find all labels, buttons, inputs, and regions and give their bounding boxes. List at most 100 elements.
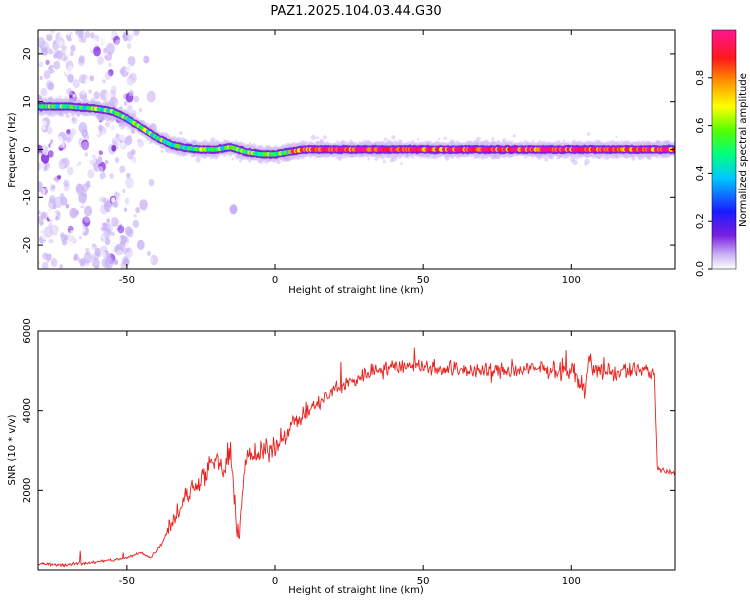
- heatmap-cell: [38, 64, 42, 71]
- heatmap-cell: [102, 211, 108, 218]
- heatmap-cell: [92, 80, 99, 90]
- heatmap-cell: [132, 219, 140, 228]
- heatmap-cell: [38, 203, 41, 210]
- heatmap-cell: [127, 103, 136, 114]
- heatmap-cell: [106, 218, 111, 224]
- heatmap-cell: [38, 96, 41, 102]
- heatmap-cell: [139, 33, 144, 40]
- y-tick-label: 6000: [22, 318, 33, 343]
- heatmap-cell: [89, 194, 96, 203]
- heatmap-blob: [229, 204, 238, 215]
- heatmap-cell: [117, 212, 122, 217]
- heatmap-cell: [89, 132, 98, 144]
- heatmap-cell: [85, 180, 92, 188]
- heatmap-cell: [128, 90, 134, 97]
- heatmap-cell: [118, 85, 125, 94]
- heatmap-cell: [89, 156, 94, 161]
- heatmap-cell: [108, 38, 112, 44]
- heatmap-cell: [54, 79, 60, 86]
- heatmap-cell: [42, 241, 48, 248]
- heatmap-cell: [228, 152, 233, 157]
- heatmap-cell: [59, 32, 65, 39]
- heatmap-cell: [110, 85, 117, 94]
- heatmap-cell: [48, 64, 55, 74]
- heatmap-cell: [231, 157, 235, 161]
- heatmap-cell: [141, 250, 147, 258]
- colorbar-tick-label: 0.2: [695, 213, 706, 229]
- x-tick-label: 100: [562, 275, 581, 286]
- heatmap-cell: [104, 257, 114, 269]
- heatmap-cell: [50, 30, 56, 34]
- heatmap-cell: [88, 89, 92, 94]
- heatmap-cell: [638, 157, 642, 161]
- heatmap-cell: [536, 154, 542, 160]
- heatmap-cell: [295, 143, 299, 147]
- heatmap-cell: [46, 30, 50, 35]
- heatmap-cell: [530, 153, 534, 157]
- heatmap-cell: [425, 140, 430, 146]
- colorbar-tick-label: 0.8: [695, 70, 706, 86]
- heatmap-cell: [55, 167, 62, 176]
- heatmap-cell: [98, 161, 106, 172]
- heatmap-cell: [40, 221, 44, 226]
- heatmap-cell: [131, 133, 137, 141]
- heatmap-cell: [106, 223, 113, 233]
- heatmap-cell: [193, 139, 198, 144]
- heatmap-cell: [99, 144, 105, 152]
- heatmap-cell: [55, 85, 64, 97]
- heatmap-cell: [443, 136, 447, 140]
- heatmap-cell: [147, 250, 151, 256]
- snr-frame: [37, 330, 676, 571]
- snr-ylabel: SNR (10 * v/v): [7, 414, 18, 485]
- heatmap-cell: [137, 138, 141, 142]
- heatmap-cell: [41, 47, 48, 56]
- heatmap-cell: [476, 136, 481, 142]
- heatmap-cell: [86, 49, 92, 56]
- heatmap-cell: [131, 130, 136, 135]
- heatmap-cell: [65, 172, 75, 183]
- heatmap-cell: [78, 151, 83, 156]
- heatmap-cell: [50, 162, 56, 169]
- heatmap-cell: [59, 113, 63, 117]
- colorbar-gradient: [711, 29, 737, 270]
- heatmap-cell: [111, 217, 119, 227]
- heatmap-cell: [622, 142, 626, 146]
- heatmap-cell: [69, 207, 78, 219]
- heatmap-cell: [146, 46, 151, 52]
- heatmap-cell: [57, 38, 63, 47]
- heatmap-cell: [105, 169, 110, 175]
- heatmap-cell: [51, 165, 61, 177]
- heatmap-cell: [38, 160, 45, 173]
- heatmap-cell: [115, 194, 125, 206]
- heatmap-cell: [40, 152, 50, 164]
- heatmap-cell: [160, 149, 164, 153]
- heatmap-cell: [93, 46, 101, 57]
- heatmap-cell: [106, 43, 115, 55]
- heatmap-cell: [117, 224, 125, 234]
- heatmap-cell: [249, 142, 252, 145]
- heatmap-cell: [41, 229, 50, 241]
- heatmap-cell: [367, 158, 371, 161]
- heatmap-cell: [81, 189, 88, 197]
- heatmap-cell: [89, 75, 94, 82]
- heatmap-cell: [114, 157, 120, 163]
- heatmap-cell: [103, 228, 112, 239]
- colorbar-tick-label: 0.6: [695, 118, 706, 134]
- heatmap-cell: [662, 143, 665, 146]
- heatmap-cell: [143, 34, 150, 44]
- heatmap-cell: [92, 231, 97, 238]
- heatmap-cell: [121, 210, 127, 217]
- heatmap-cell: [490, 140, 496, 146]
- heatmap-cell: [70, 151, 76, 160]
- heatmap-cell: [310, 134, 316, 141]
- heatmap-cell: [70, 39, 76, 46]
- heatmap-cell: [82, 216, 91, 227]
- heatmap-cell: [89, 178, 97, 188]
- heatmap-cell: [50, 257, 58, 267]
- heatmap-cell: [49, 195, 56, 204]
- heatmap-cell: [65, 113, 70, 119]
- heatmap-cell: [59, 264, 63, 269]
- heatmap-cell: [48, 96, 54, 102]
- heatmap-cell: [104, 71, 112, 80]
- heatmap-cell: [177, 151, 180, 154]
